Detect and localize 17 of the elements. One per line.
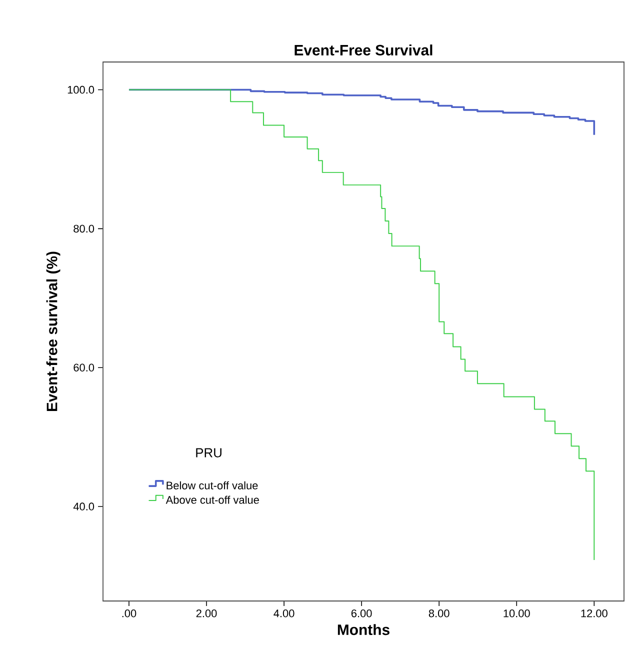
y-axis-title: Event-free survival (%) xyxy=(46,252,60,412)
x-tick-label: 12.00 xyxy=(581,610,608,618)
x-axis-title: Months xyxy=(338,624,390,636)
x-tick-label: 6.00 xyxy=(351,610,372,618)
y-tick-label: 40.0 xyxy=(73,502,94,510)
x-tick-label: 10.00 xyxy=(504,610,530,618)
chart-title: Event-Free Survival xyxy=(294,44,432,56)
x-tick-label: .00 xyxy=(122,610,136,618)
legend-label: Below cut-off value xyxy=(166,481,258,490)
y-tick-label: 60.0 xyxy=(74,364,94,372)
legend-title: PRU xyxy=(196,448,222,458)
legend-label: Above cut-off value xyxy=(166,496,259,504)
x-tick-label: 4.00 xyxy=(274,610,294,618)
y-tick-label: 100.0 xyxy=(68,86,94,94)
x-tick-label: 8.00 xyxy=(428,610,450,618)
y-tick-label: 80.0 xyxy=(74,224,94,233)
x-tick-label: 2.00 xyxy=(196,610,217,618)
